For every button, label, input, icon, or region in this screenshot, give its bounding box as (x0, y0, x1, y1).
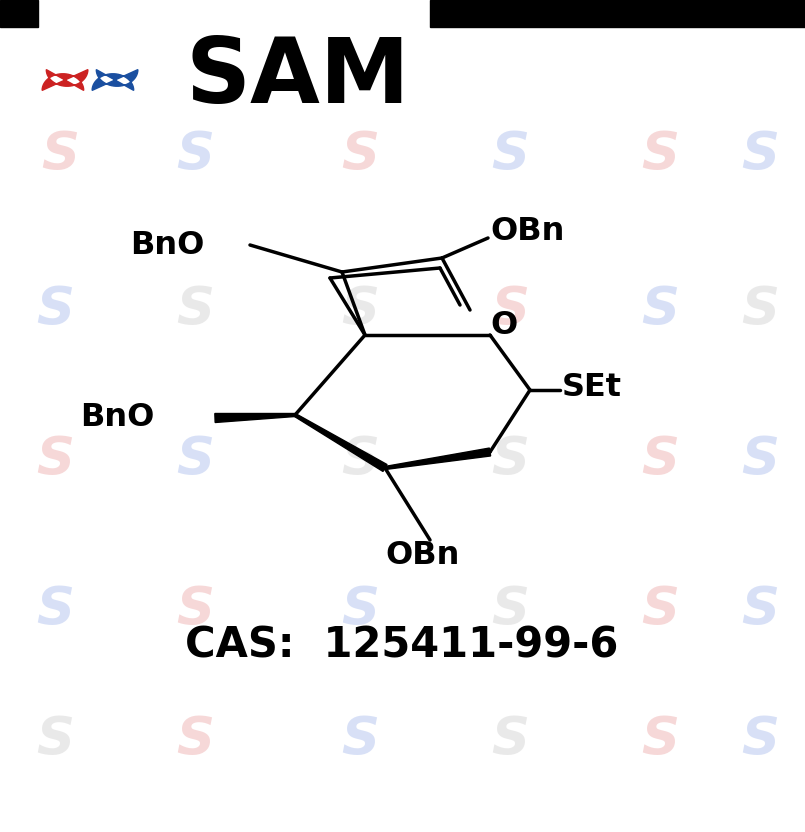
Text: S: S (491, 434, 529, 486)
Text: SEt: SEt (562, 373, 622, 404)
Text: CAS:  125411-99-6: CAS: 125411-99-6 (185, 624, 619, 666)
Text: S: S (341, 129, 379, 181)
Text: S: S (341, 434, 379, 486)
Text: S: S (341, 714, 379, 766)
Text: S: S (176, 129, 214, 181)
Text: S: S (341, 584, 379, 636)
Text: S: S (176, 284, 214, 336)
Text: S: S (176, 584, 214, 636)
Text: S: S (741, 129, 779, 181)
Polygon shape (215, 414, 295, 423)
Text: S: S (341, 284, 379, 336)
Polygon shape (92, 70, 138, 91)
Text: O: O (490, 310, 518, 340)
Text: S: S (36, 584, 74, 636)
Text: S: S (491, 284, 529, 336)
Text: S: S (41, 129, 79, 181)
Text: S: S (641, 584, 679, 636)
Text: S: S (741, 434, 779, 486)
Text: S: S (176, 714, 214, 766)
Text: S: S (491, 584, 529, 636)
Text: S: S (641, 284, 679, 336)
Text: BnO: BnO (130, 230, 204, 260)
Polygon shape (295, 414, 387, 472)
Text: S: S (641, 714, 679, 766)
Text: S: S (741, 714, 779, 766)
Text: S: S (741, 584, 779, 636)
Text: BnO: BnO (80, 403, 155, 433)
Text: S: S (36, 434, 74, 486)
Polygon shape (42, 70, 88, 91)
Text: OBn: OBn (490, 216, 564, 247)
Text: S: S (641, 129, 679, 181)
Text: S: S (491, 714, 529, 766)
Polygon shape (385, 448, 490, 469)
Text: S: S (176, 434, 214, 486)
Bar (430, 0, 805, 27)
Text: OBn: OBn (385, 539, 460, 571)
Bar (0, 0, 38, 27)
Text: S: S (741, 284, 779, 336)
Text: S: S (491, 129, 529, 181)
Text: S: S (36, 284, 74, 336)
Text: S: S (36, 714, 74, 766)
Text: S: S (641, 434, 679, 486)
Text: SAM: SAM (185, 34, 410, 122)
